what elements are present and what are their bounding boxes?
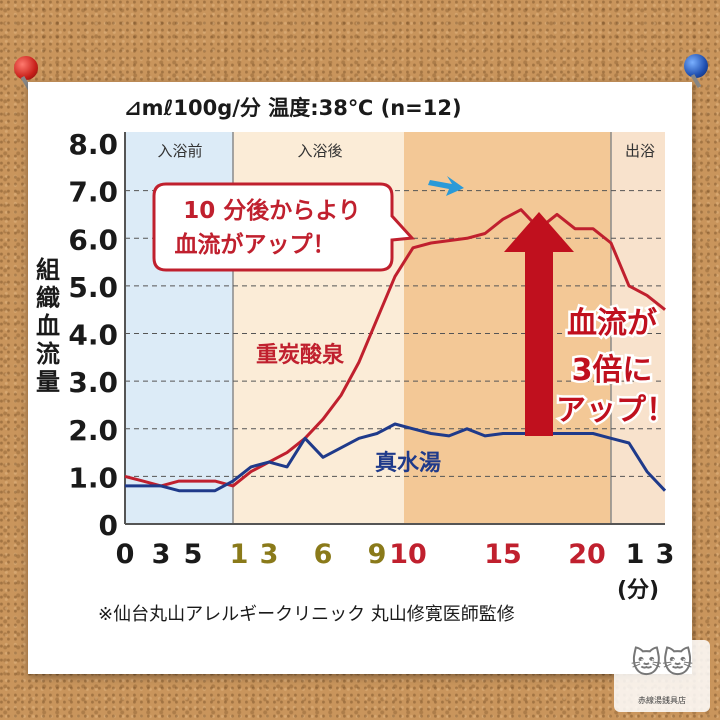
phase-label-0: 入浴前 — [157, 142, 202, 160]
credit-note: ※仙台丸山アレルギークリニック 丸山修寛医師監修 — [98, 604, 515, 625]
red-pushpin-icon — [14, 56, 38, 80]
y-axis-label-char-4: 量 — [36, 368, 60, 396]
big-arrow-text-line-1: 3倍に — [572, 353, 653, 388]
watermark-text: 赤線湯銭具店 — [638, 696, 686, 705]
x-tick-label-0: 0 — [116, 539, 135, 570]
x-tick-label-2: 5 — [184, 539, 203, 570]
phase-label-3: 出浴 — [625, 142, 655, 160]
y-tick-label-5: 5.0 — [68, 271, 118, 304]
series-label-carbonated: 重炭酸泉 — [256, 342, 345, 368]
y-tick-label-4: 4.0 — [68, 319, 118, 352]
y-axis-label-char-3: 流 — [36, 340, 60, 368]
x-tick-label-11: 3 — [656, 539, 675, 570]
big-arrow-shaft — [525, 250, 553, 436]
big-arrow-text-line-0: 血流が — [567, 306, 657, 341]
blue-pushpin-icon — [684, 54, 708, 78]
y-axis-label-char-0: 組 — [36, 256, 60, 284]
y-tick-label-0: 0 — [99, 509, 118, 542]
phase-zone-2 — [404, 132, 611, 524]
big-arrow-head — [504, 212, 574, 252]
big-arrow-text-line-2: アップ！ — [556, 393, 676, 428]
chart-title: ⊿mℓ100g/分 温度:38℃ (n=12) — [124, 96, 462, 120]
y-tick-label-6: 6.0 — [68, 223, 118, 256]
x-tick-label-6: 9 — [368, 539, 387, 570]
y-axis-label-char-1: 織 — [36, 284, 60, 312]
x-tick-label-4: 3 — [260, 539, 279, 570]
x-tick-label-3: 1 — [230, 539, 249, 570]
shop-logo-watermark: 🐱🐱 赤線湯銭具店 — [614, 640, 710, 712]
callout-bubble — [152, 182, 416, 272]
x-tick-label-10: 1 — [626, 539, 645, 570]
x-axis-unit: (分) — [617, 578, 659, 603]
y-axis-label-char-2: 血 — [36, 312, 60, 340]
small-blue-arrow-icon — [428, 176, 464, 196]
y-tick-label-7: 7.0 — [68, 176, 118, 209]
callout-text-line-0: 10 分後からより — [183, 197, 361, 224]
x-tick-label-5: 6 — [314, 539, 333, 570]
y-tick-label-3: 3.0 — [68, 366, 118, 399]
callout-text-line-1: 血流がアップ！ — [175, 231, 336, 258]
x-tick-label-7: 10 — [389, 539, 427, 570]
y-tick-label-1: 1.0 — [68, 461, 118, 494]
phase-label-1: 入浴後 — [297, 142, 342, 160]
x-tick-label-1: 3 — [152, 539, 171, 570]
series-label-water: 真水湯 — [375, 450, 441, 476]
y-tick-label-2: 2.0 — [68, 414, 118, 447]
x-tick-label-8: 15 — [484, 539, 522, 570]
cat-mascot-icon: 🐱🐱 — [630, 646, 694, 681]
y-tick-label-8: 8.0 — [68, 128, 118, 161]
x-tick-label-9: 20 — [568, 539, 606, 570]
